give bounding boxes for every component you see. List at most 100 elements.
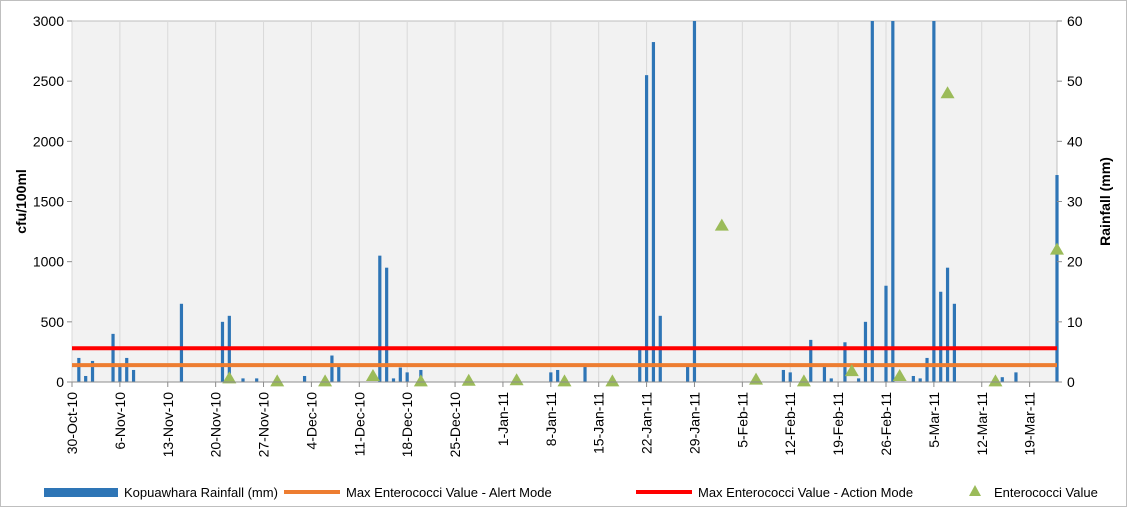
rainfall-bars bbox=[77, 21, 1059, 383]
enterococci-marker bbox=[222, 371, 237, 384]
x-tick-label: 11-Dec-10 bbox=[351, 392, 367, 457]
rainfall-bar bbox=[118, 366, 122, 382]
rainfall-bar bbox=[644, 75, 649, 383]
enterococci-marker bbox=[270, 374, 285, 387]
x-tick-label: 4-Dec-10 bbox=[303, 392, 319, 450]
enterococci-marker bbox=[844, 364, 859, 377]
left-tick-label: 1000 bbox=[33, 254, 64, 270]
left-tick-label: 500 bbox=[41, 314, 65, 330]
rainfall-bar bbox=[556, 369, 560, 382]
legend-item: Kopuawhara Rainfall (mm) bbox=[44, 485, 278, 500]
left-tick-label: 3000 bbox=[33, 13, 64, 29]
rainfall-bar bbox=[330, 355, 334, 382]
rainfall-bar bbox=[125, 357, 129, 382]
rainfall-bar bbox=[549, 372, 553, 382]
x-tick-label: 13-Nov-10 bbox=[160, 392, 176, 458]
rainfall-bar bbox=[952, 303, 956, 382]
rainfall-bar bbox=[1055, 175, 1059, 382]
right-tick-label: 30 bbox=[1067, 194, 1083, 210]
rainfall-bar bbox=[583, 363, 587, 382]
rainfall-bar bbox=[822, 363, 827, 382]
plot-area bbox=[71, 20, 1058, 383]
left-tick-label: 2500 bbox=[33, 73, 64, 89]
rainfall-bar bbox=[77, 357, 81, 382]
rainfall-bar bbox=[692, 21, 697, 382]
rainfall-bar bbox=[945, 267, 950, 382]
rainfall-bar bbox=[179, 303, 184, 382]
x-tick-label: 22-Jan-11 bbox=[639, 392, 655, 454]
rainfall-bar bbox=[111, 333, 115, 382]
rainfall-bar bbox=[337, 366, 341, 382]
x-tick-label: 30-Oct-10 bbox=[64, 392, 80, 454]
legend-label: Kopuawhara Rainfall (mm) bbox=[124, 485, 278, 500]
left-axis-title: cfu/100ml bbox=[13, 169, 29, 234]
right-axis-ticks: 0 10 20 30 40 50 60 bbox=[1057, 13, 1083, 390]
rainfall-bar bbox=[809, 339, 813, 382]
rainfall-bar bbox=[385, 267, 389, 382]
rainfall-bar bbox=[939, 291, 943, 382]
left-tick-label: 2000 bbox=[33, 133, 64, 149]
left-tick-label: 1500 bbox=[33, 194, 64, 210]
rainfall-bar bbox=[1000, 377, 1004, 382]
enterococci-marker bbox=[365, 368, 380, 381]
enterococci-marker bbox=[714, 218, 729, 231]
x-tick-label: 5-Mar-11 bbox=[926, 392, 942, 448]
rainfall-bar bbox=[84, 375, 88, 382]
rainfall-bar bbox=[911, 375, 915, 382]
enterococci-marker bbox=[605, 374, 620, 387]
rainfall-bar bbox=[405, 372, 409, 382]
right-tick-label: 20 bbox=[1067, 254, 1083, 270]
rainfall-bar bbox=[241, 378, 245, 382]
x-tick-label: 5-Feb-11 bbox=[734, 392, 750, 448]
enterococci-markers bbox=[222, 86, 1064, 387]
x-tick-label: 26-Feb-11 bbox=[878, 392, 894, 456]
enterococci-marker bbox=[988, 374, 1003, 387]
left-axis-ticks: 0 500 1000 1500 2000 2500 3000 bbox=[33, 13, 72, 390]
rainfall-bar bbox=[781, 369, 785, 382]
x-tick-label: 27-Nov-10 bbox=[256, 392, 272, 458]
left-tick-label: 0 bbox=[56, 374, 64, 390]
x-tick-label: 12-Mar-11 bbox=[974, 392, 990, 456]
legend-item: Max Enterococci Value - Alert Mode bbox=[284, 485, 552, 500]
x-axis-ticks: 30-Oct-10 6-Nov-10 13-Nov-10 20-Nov-10 27-No… bbox=[64, 381, 1057, 458]
x-tick-label: 18-Dec-10 bbox=[399, 392, 415, 458]
rainfall-bar bbox=[843, 342, 847, 382]
enterococci-marker bbox=[413, 374, 428, 387]
legend-item: Max Enterococci Value - Action Mode bbox=[636, 485, 913, 500]
rainfall-bar bbox=[932, 21, 936, 382]
rainfall-bar bbox=[391, 378, 396, 382]
x-tick-label: 12-Feb-11 bbox=[782, 392, 798, 456]
legend-label: Enterococci Value bbox=[994, 485, 1098, 500]
x-tick-label: 25-Dec-10 bbox=[447, 392, 463, 458]
rainfall-bar bbox=[884, 285, 888, 382]
rainfall-bar bbox=[829, 378, 833, 382]
right-tick-label: 50 bbox=[1067, 73, 1083, 89]
right-tick-label: 0 bbox=[1067, 374, 1075, 390]
rainfall-bar bbox=[686, 363, 690, 382]
rainfall-bar bbox=[302, 375, 307, 382]
enterococci-marker bbox=[461, 373, 476, 386]
enterococci-marker bbox=[557, 374, 572, 387]
rainfall-bar bbox=[651, 42, 656, 382]
rainfall-bar bbox=[925, 357, 929, 382]
x-tick-label: 29-Jan-11 bbox=[686, 392, 702, 454]
x-tick-label: 20-Nov-10 bbox=[208, 392, 224, 458]
rainfall-bar bbox=[220, 321, 225, 382]
rainfall-bar bbox=[255, 378, 259, 382]
enterococci-marker bbox=[318, 374, 333, 387]
x-tick-label: 6-Nov-10 bbox=[112, 392, 128, 450]
enterococci-marker bbox=[892, 368, 907, 381]
enterococci-marker bbox=[796, 374, 811, 387]
legend-item: Enterococci Value bbox=[969, 485, 1098, 500]
threshold-lines bbox=[72, 346, 1057, 368]
legend-label: Max Enterococci Value - Alert Mode bbox=[346, 485, 552, 500]
rainfall-bar bbox=[863, 321, 868, 382]
rainfall-bar bbox=[870, 21, 874, 382]
enterococci-marker bbox=[940, 86, 955, 99]
x-tick-label: 15-Jan-11 bbox=[591, 392, 607, 454]
right-tick-label: 60 bbox=[1067, 13, 1083, 29]
legend: Kopuawhara Rainfall (mm) Max Enterococci … bbox=[44, 485, 1098, 500]
rainfall-bar bbox=[891, 21, 895, 382]
right-axis-title: Rainfall (mm) bbox=[1097, 157, 1113, 246]
